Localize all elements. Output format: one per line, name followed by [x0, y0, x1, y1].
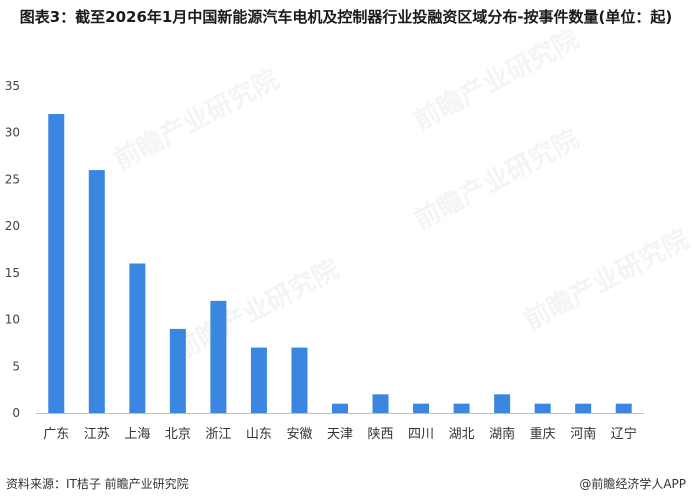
x-tick-label: 陕西 [368, 427, 394, 442]
bar-11 [453, 403, 470, 413]
x-tick-label: 湖北 [449, 427, 475, 442]
x-tick-label: 江苏 [84, 426, 110, 442]
x-tick-label: 湖南 [489, 426, 515, 442]
y-tick-label: 30 [5, 126, 20, 140]
y-tick-label: 35 [5, 79, 20, 93]
y-axis: 0 5 10 15 20 25 30 35 [5, 79, 20, 420]
source-note: 资料来源：IT桔子 前瞻产业研究院 [6, 477, 189, 491]
x-tick-label: 河南 [570, 426, 596, 442]
watermark-5: 前瞻产业研究院 [409, 123, 584, 236]
y-tick-label: 0 [12, 406, 20, 420]
x-tick-label: 安徽 [286, 427, 312, 442]
bar-5 [210, 300, 227, 413]
x-tick-label: 上海 [124, 427, 150, 442]
bar-2 [88, 170, 105, 413]
watermark-2: 前瞻产业研究院 [409, 23, 584, 136]
bar-14 [575, 403, 592, 413]
watermark-3: 前瞻产业研究院 [519, 223, 692, 336]
y-tick-label: 5 [12, 359, 20, 373]
x-tick-label: 北京 [165, 427, 191, 442]
bar-4 [169, 328, 186, 413]
y-tick-label: 20 [5, 219, 20, 233]
bar-15 [615, 403, 632, 413]
bar-8 [332, 403, 348, 413]
x-axis: 广东 江苏 上海 北京 浙江 山东 安徽 天津 陕西 四川 湖北 湖南 重庆 河南 辽宁 [43, 426, 636, 442]
x-tick-label: 四川 [408, 427, 434, 442]
bar-13 [534, 403, 551, 413]
bar-series [48, 114, 632, 414]
y-tick-label: 15 [5, 266, 20, 280]
chart-title: 图表3：截至2026年1月中国新能源汽车电机及控制器行业投融资区域分布-按事件数… [19, 8, 673, 26]
watermark-1: 前瞻产业研究院 [109, 63, 284, 176]
x-tick-label: 重庆 [530, 426, 556, 442]
bar-6 [250, 347, 267, 413]
bar-10 [413, 403, 430, 413]
x-tick-label: 辽宁 [611, 426, 637, 442]
x-tick-label: 浙江 [205, 427, 231, 442]
x-tick-label: 天津 [327, 427, 353, 442]
y-tick-label: 25 [5, 172, 20, 186]
bar-1 [48, 114, 65, 414]
bar-7 [291, 347, 308, 413]
x-tick-label: 山东 [246, 427, 272, 442]
brand-credit: @前瞻经济学人APP [579, 477, 686, 491]
x-tick-label: 广东 [43, 427, 69, 442]
bar-3 [129, 263, 146, 413]
bar-9 [372, 394, 389, 413]
bar-12 [494, 394, 511, 413]
y-tick-label: 10 [5, 313, 20, 327]
